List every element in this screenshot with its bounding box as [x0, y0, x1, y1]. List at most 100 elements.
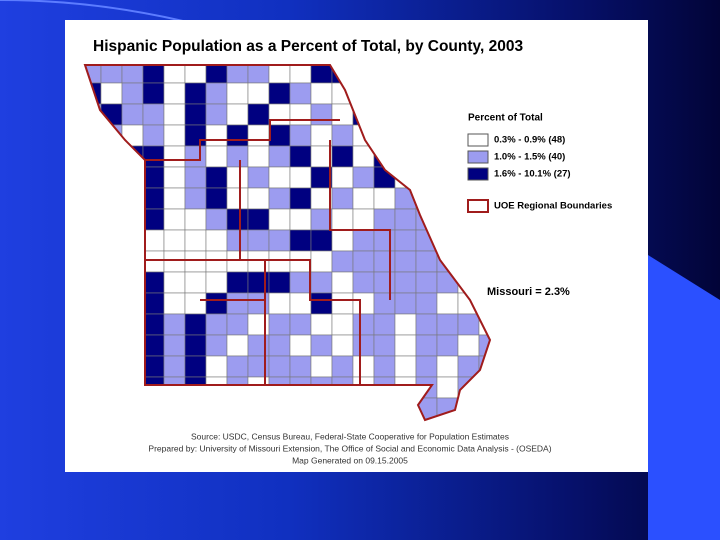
- county: [268, 82, 291, 105]
- county: [373, 334, 396, 357]
- county: [205, 292, 228, 315]
- county: [184, 103, 207, 126]
- county: [247, 82, 270, 105]
- county: [184, 271, 207, 294]
- county: [373, 271, 396, 294]
- county: [247, 103, 270, 126]
- county: [268, 292, 291, 315]
- county: [394, 313, 417, 336]
- legend-swatch: [467, 133, 489, 147]
- legend-title: Percent of Total: [468, 113, 543, 124]
- county: [415, 313, 438, 336]
- region-line: [329, 140, 391, 300]
- county: [247, 124, 270, 147]
- county: [268, 124, 291, 147]
- county: [226, 271, 249, 294]
- county: [352, 271, 375, 294]
- county: [310, 250, 333, 273]
- county: [373, 187, 396, 210]
- legend-swatch: [467, 199, 489, 213]
- county: [205, 145, 228, 168]
- county: [289, 82, 312, 105]
- county: [415, 292, 438, 315]
- county: [205, 355, 228, 378]
- region-line: [145, 119, 340, 161]
- county: [205, 82, 228, 105]
- county: [247, 187, 270, 210]
- county: [436, 292, 459, 315]
- county: [121, 82, 144, 105]
- county: [289, 355, 312, 378]
- county: [310, 82, 333, 105]
- county: [289, 166, 312, 189]
- county: [310, 124, 333, 147]
- county: [184, 334, 207, 357]
- state-outline: [83, 64, 492, 422]
- legend-swatch: [467, 167, 489, 181]
- county: [142, 313, 165, 336]
- county: [436, 313, 459, 336]
- county: [184, 250, 207, 273]
- county: [289, 229, 312, 252]
- county: [289, 313, 312, 336]
- county: [457, 334, 480, 357]
- county: [331, 292, 354, 315]
- county: [394, 208, 417, 231]
- county: [184, 229, 207, 252]
- county: [289, 292, 312, 315]
- county: [184, 208, 207, 231]
- county: [268, 229, 291, 252]
- county: [373, 355, 396, 378]
- county: [331, 124, 354, 147]
- county: [310, 166, 333, 189]
- county: [226, 145, 249, 168]
- county: [331, 208, 354, 231]
- county: [289, 208, 312, 231]
- legend-label: UOE Regional Boundaries: [494, 201, 612, 212]
- county: [205, 166, 228, 189]
- county: [142, 271, 165, 294]
- county: [289, 250, 312, 273]
- county: [268, 103, 291, 126]
- legend-label: 0.3% - 0.9% (48): [494, 135, 565, 146]
- county: [268, 250, 291, 273]
- county: [394, 250, 417, 273]
- county: [205, 208, 228, 231]
- county: [205, 271, 228, 294]
- source-line: Map Generated on 09.15.2005: [292, 455, 408, 465]
- county: [163, 145, 186, 168]
- county: [184, 145, 207, 168]
- region-line: [240, 259, 361, 385]
- county: [415, 250, 438, 273]
- county: [310, 292, 333, 315]
- county: [310, 208, 333, 231]
- county: [457, 313, 480, 336]
- county: [205, 250, 228, 273]
- county: [310, 187, 333, 210]
- county: [331, 250, 354, 273]
- county: [289, 271, 312, 294]
- map-title: Hispanic Population as a Percent of Tota…: [93, 38, 523, 55]
- county: [352, 208, 375, 231]
- county: [226, 103, 249, 126]
- county: [352, 313, 375, 336]
- county: [142, 82, 165, 105]
- county: [373, 208, 396, 231]
- source-line: Prepared by: University of Missouri Exte…: [148, 443, 551, 453]
- county: [352, 229, 375, 252]
- county: [436, 334, 459, 357]
- county: [352, 292, 375, 315]
- county: [373, 229, 396, 252]
- county: [352, 334, 375, 357]
- county: [184, 82, 207, 105]
- state-average: Missouri = 2.3%: [487, 286, 570, 298]
- county: [163, 334, 186, 357]
- source-line: Source: USDC, Census Bureau, Federal-Sta…: [191, 431, 509, 441]
- county: [226, 208, 249, 231]
- county: [184, 292, 207, 315]
- decor-shape: [648, 255, 720, 540]
- legend-label: 1.6% - 10.1% (27): [494, 169, 571, 180]
- county: [268, 334, 291, 357]
- county: [373, 250, 396, 273]
